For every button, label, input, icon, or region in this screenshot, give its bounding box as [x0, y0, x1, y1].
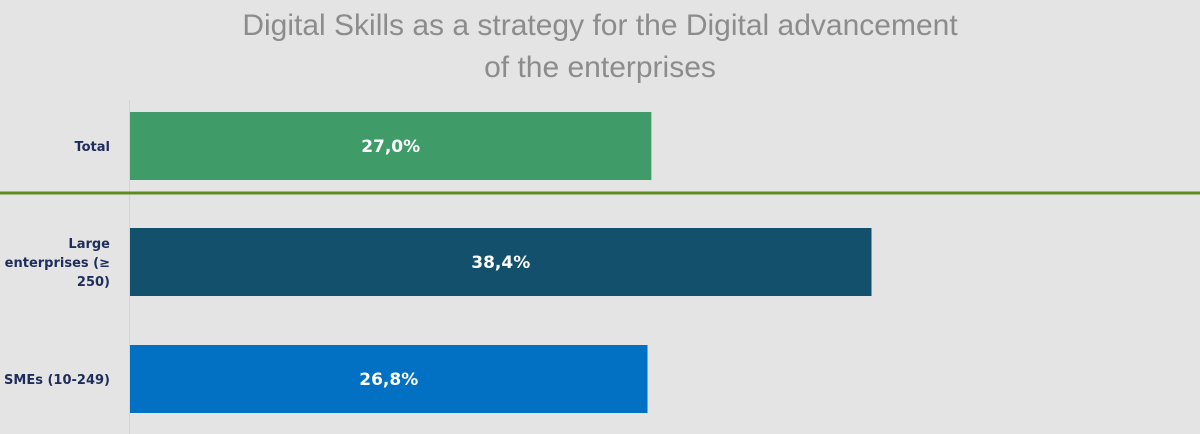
chart-title-line-1: Digital Skills as a strategy for the Dig…: [242, 9, 958, 42]
category-label-1-line-2: 250): [77, 275, 110, 290]
chart-title-line-2: of the enterprises: [484, 51, 716, 84]
bar-value-label-0: 27,0%: [361, 137, 420, 157]
category-label-1-line-1: enterprises (≥: [5, 256, 110, 271]
bars-layer: 27,0% Total 38,4% Large enterprises (≥ 250) 26…: [4, 112, 872, 413]
category-label-1-line-0: Large: [68, 237, 110, 252]
bar-value-label-1: 38,4%: [471, 253, 530, 273]
bar-0: [130, 112, 652, 180]
category-label-0-line-0: Total: [74, 140, 110, 155]
category-label-2-line-0: SMEs (10-249): [4, 373, 110, 388]
bar-2: [130, 345, 648, 413]
bar-value-label-2: 26,8%: [359, 370, 418, 390]
bar-1: [130, 228, 872, 296]
